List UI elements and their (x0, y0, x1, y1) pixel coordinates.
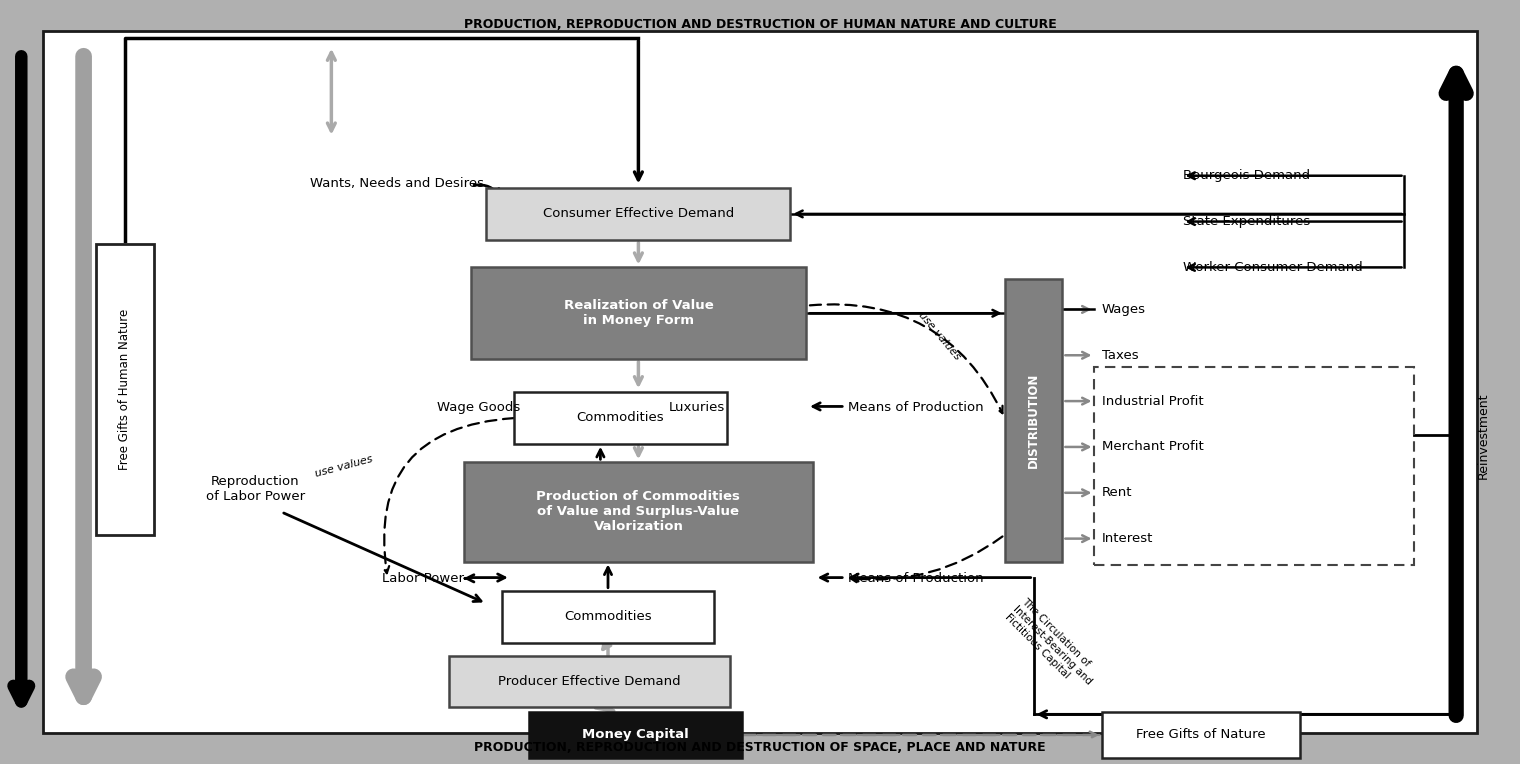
FancyArrowPatch shape (821, 574, 842, 581)
Text: Luxuries: Luxuries (669, 400, 725, 414)
FancyArrowPatch shape (603, 641, 611, 649)
FancyArrowPatch shape (284, 513, 480, 601)
Text: Wants, Needs and Desires: Wants, Needs and Desires (310, 176, 483, 190)
Text: Reinvestment: Reinvestment (1477, 392, 1490, 479)
FancyArrowPatch shape (810, 310, 999, 316)
FancyArrowPatch shape (743, 732, 1096, 738)
Text: Rent: Rent (1102, 486, 1132, 500)
FancyArrowPatch shape (634, 243, 643, 261)
FancyArrowPatch shape (1066, 490, 1088, 496)
Text: Taxes: Taxes (1102, 348, 1138, 362)
FancyArrowPatch shape (1066, 536, 1088, 542)
Text: Free Gifts of Nature: Free Gifts of Nature (1135, 728, 1266, 742)
Text: use values: use values (313, 454, 374, 478)
Text: Labor Power: Labor Power (382, 571, 464, 585)
FancyArrowPatch shape (796, 211, 1401, 217)
Text: Wages: Wages (1102, 303, 1146, 316)
FancyArrowPatch shape (465, 575, 474, 582)
FancyArrowPatch shape (1066, 352, 1088, 358)
Text: Free Gifts of Human Nature: Free Gifts of Human Nature (119, 309, 131, 471)
FancyArrowPatch shape (529, 397, 535, 441)
Text: State Expenditures: State Expenditures (1183, 215, 1310, 228)
FancyBboxPatch shape (502, 591, 714, 643)
FancyArrowPatch shape (14, 57, 29, 701)
FancyArrowPatch shape (813, 403, 842, 410)
FancyArrowPatch shape (383, 418, 514, 573)
Text: Production of Commodities
of Value and Surplus-Value
Valorization: Production of Commodities of Value and S… (537, 490, 740, 533)
FancyArrowPatch shape (634, 362, 643, 384)
Text: PRODUCTION, REPRODUCTION AND DESTRUCTION OF SPACE, PLACE AND NATURE: PRODUCTION, REPRODUCTION AND DESTRUCTION… (474, 740, 1046, 754)
Text: Commodities: Commodities (576, 411, 664, 425)
FancyBboxPatch shape (1102, 712, 1300, 758)
FancyArrowPatch shape (474, 185, 499, 196)
Text: The Circulation of
Interest-Bearing and
Fictitious Capital: The Circulation of Interest-Bearing and … (1003, 596, 1102, 695)
FancyArrowPatch shape (1189, 219, 1401, 225)
FancyBboxPatch shape (529, 712, 742, 758)
Text: Producer Effective Demand: Producer Effective Demand (499, 675, 681, 688)
Text: Bourgeois Demand: Bourgeois Demand (1183, 169, 1310, 183)
Text: Industrial Profit: Industrial Profit (1102, 394, 1204, 408)
FancyArrowPatch shape (810, 304, 1003, 413)
FancyArrowPatch shape (1040, 711, 1453, 718)
FancyArrowPatch shape (850, 536, 1003, 582)
FancyBboxPatch shape (450, 656, 730, 707)
Text: Means of Production: Means of Production (848, 571, 983, 585)
FancyArrowPatch shape (603, 646, 613, 705)
FancyArrowPatch shape (1189, 264, 1401, 270)
FancyBboxPatch shape (464, 462, 813, 562)
FancyArrowPatch shape (1066, 398, 1088, 404)
FancyArrowPatch shape (605, 568, 611, 588)
Text: Means of Production: Means of Production (848, 400, 983, 414)
Text: use values: use values (917, 310, 962, 362)
Text: Reproduction
of Labor Power: Reproduction of Labor Power (205, 475, 306, 503)
FancyArrowPatch shape (470, 574, 505, 581)
Text: DISTRIBUTION: DISTRIBUTION (1028, 373, 1040, 468)
FancyArrowPatch shape (634, 447, 643, 455)
FancyBboxPatch shape (486, 188, 790, 240)
Text: Consumer Effective Demand: Consumer Effective Demand (543, 207, 734, 221)
FancyArrowPatch shape (1446, 73, 1467, 715)
FancyArrowPatch shape (327, 53, 336, 131)
Text: Money Capital: Money Capital (582, 728, 689, 742)
FancyArrowPatch shape (634, 41, 643, 180)
Text: PRODUCTION, REPRODUCTION AND DESTRUCTION OF HUMAN NATURE AND CULTURE: PRODUCTION, REPRODUCTION AND DESTRUCTION… (464, 18, 1056, 31)
FancyArrowPatch shape (1066, 444, 1088, 450)
FancyArrowPatch shape (597, 450, 603, 459)
Text: Commodities: Commodities (564, 610, 652, 623)
FancyArrowPatch shape (1196, 715, 1205, 728)
FancyArrowPatch shape (596, 706, 614, 714)
Text: Merchant Profit: Merchant Profit (1102, 440, 1204, 454)
Text: Interest: Interest (1102, 532, 1154, 545)
FancyArrowPatch shape (1189, 173, 1401, 179)
Text: Wage Goods: Wage Goods (436, 400, 520, 414)
FancyBboxPatch shape (471, 267, 806, 359)
FancyArrowPatch shape (73, 57, 94, 697)
FancyArrowPatch shape (851, 574, 1031, 581)
Text: Worker Consumer Demand: Worker Consumer Demand (1183, 261, 1362, 274)
FancyBboxPatch shape (514, 392, 727, 444)
FancyBboxPatch shape (1005, 279, 1062, 562)
FancyArrowPatch shape (651, 397, 657, 441)
Text: Realization of Value
in Money Form: Realization of Value in Money Form (564, 299, 713, 327)
FancyArrowPatch shape (1066, 306, 1088, 312)
FancyBboxPatch shape (96, 244, 154, 535)
